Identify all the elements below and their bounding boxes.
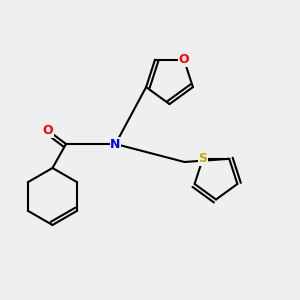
Text: O: O xyxy=(178,53,189,66)
Text: N: N xyxy=(110,137,121,151)
Text: O: O xyxy=(43,124,53,137)
Text: S: S xyxy=(198,152,207,165)
